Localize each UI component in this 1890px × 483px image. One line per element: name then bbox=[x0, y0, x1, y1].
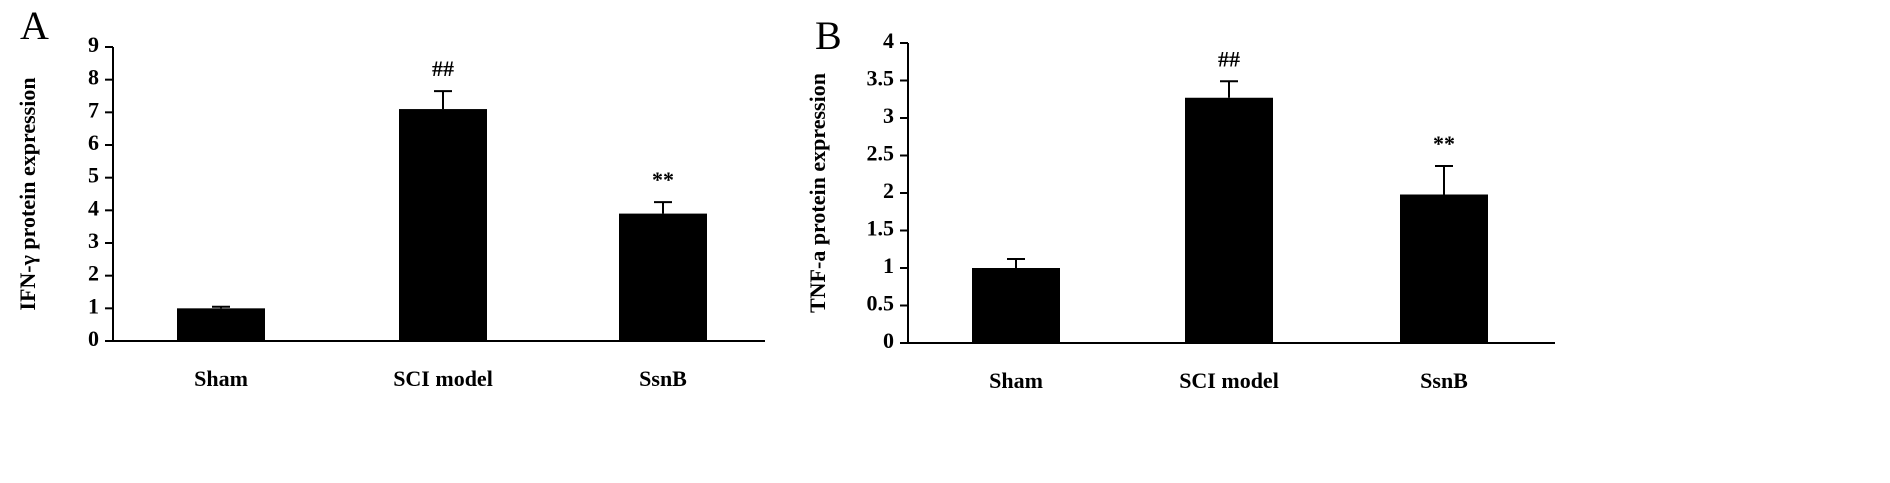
y-axis-label: IFN-γ protein expression bbox=[15, 77, 40, 310]
x-tick-label: SCI model bbox=[393, 366, 493, 391]
bar bbox=[177, 308, 265, 341]
y-tick-label: 3 bbox=[883, 103, 894, 128]
panel-label: A bbox=[20, 3, 49, 48]
x-tick-label: Sham bbox=[989, 368, 1043, 393]
x-tick-label: SsnB bbox=[639, 366, 687, 391]
bar bbox=[972, 268, 1060, 343]
y-tick-label: 3.5 bbox=[867, 66, 895, 91]
significance-label: ** bbox=[1433, 131, 1455, 156]
y-tick-label: 1.5 bbox=[867, 216, 895, 241]
bar bbox=[1400, 194, 1488, 343]
y-tick-label: 7 bbox=[88, 97, 99, 122]
y-tick-label: 0 bbox=[883, 328, 894, 353]
y-tick-label: 4 bbox=[883, 28, 894, 53]
y-axis-label: TNF-a protein expression bbox=[805, 73, 830, 313]
significance-label: ** bbox=[652, 167, 674, 192]
y-tick-label: 2 bbox=[883, 178, 894, 203]
y-tick-label: 0 bbox=[88, 326, 99, 351]
significance-label: ## bbox=[432, 56, 454, 81]
y-tick-label: 5 bbox=[88, 163, 99, 188]
bar bbox=[619, 213, 707, 341]
y-tick-label: 0.5 bbox=[867, 291, 895, 316]
x-tick-label: SsnB bbox=[1420, 368, 1468, 393]
bar bbox=[399, 109, 487, 341]
y-tick-label: 9 bbox=[88, 32, 99, 57]
bar bbox=[1185, 97, 1273, 343]
y-tick-label: 1 bbox=[88, 293, 99, 318]
significance-label: ## bbox=[1218, 46, 1240, 71]
x-tick-label: Sham bbox=[194, 366, 248, 391]
y-tick-label: 6 bbox=[88, 130, 99, 155]
y-tick-label: 2.5 bbox=[867, 141, 895, 166]
y-tick-label: 4 bbox=[88, 195, 99, 220]
y-tick-label: 8 bbox=[88, 65, 99, 90]
y-tick-label: 2 bbox=[88, 261, 99, 286]
panel-label: B bbox=[815, 13, 842, 58]
x-tick-label: SCI model bbox=[1179, 368, 1279, 393]
y-tick-label: 1 bbox=[883, 253, 894, 278]
y-tick-label: 3 bbox=[88, 228, 99, 253]
